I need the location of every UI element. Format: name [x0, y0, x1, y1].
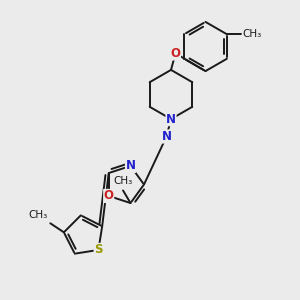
Text: CH₃: CH₃ [243, 29, 262, 39]
Text: N: N [125, 160, 136, 172]
Text: O: O [170, 47, 181, 60]
Text: N: N [166, 112, 176, 126]
Text: CH₃: CH₃ [29, 210, 48, 220]
Text: CH₃: CH₃ [113, 176, 133, 186]
Text: O: O [104, 190, 114, 202]
Text: S: S [94, 243, 103, 256]
Text: N: N [161, 130, 172, 143]
